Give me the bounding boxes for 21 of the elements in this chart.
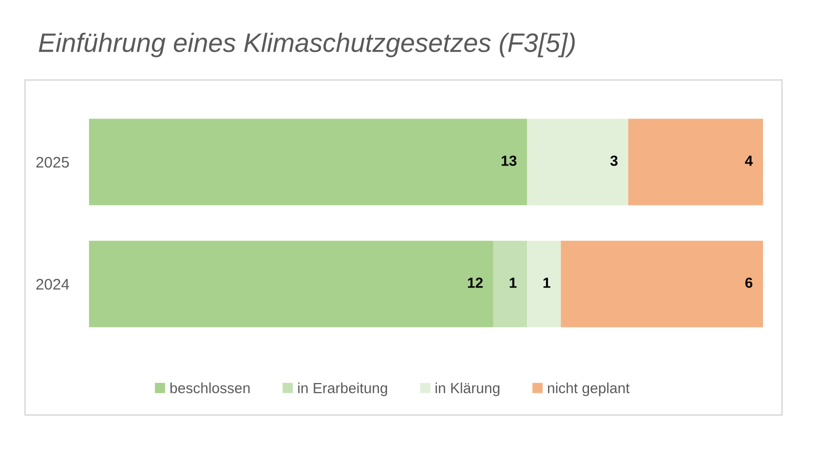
y-tick-label: 2024 [36, 278, 70, 290]
chart-title: Einführung eines Klimaschutzgesetzes (F3[5]) [38, 32, 575, 58]
bar [89, 240, 494, 328]
legend-label: nicht geplant [548, 382, 630, 396]
bar [527, 118, 628, 206]
y-tick-label: 2025 [36, 156, 69, 168]
data-label: 12 [468, 278, 483, 288]
legend-label: in Klärung [436, 382, 500, 396]
data-label: 1 [544, 278, 550, 288]
legend-label: beschlossen [170, 382, 250, 394]
bar [560, 240, 763, 328]
data-label: 4 [745, 156, 753, 166]
data-label: 3 [610, 156, 618, 166]
bar [527, 240, 561, 328]
data-label: 13 [502, 156, 516, 166]
bar [493, 240, 528, 328]
bar [89, 118, 528, 206]
bar [628, 118, 763, 206]
legend-label: in Erarbeitung [298, 382, 388, 396]
data-label: 6 [745, 278, 752, 288]
data-label: 1 [510, 278, 517, 288]
